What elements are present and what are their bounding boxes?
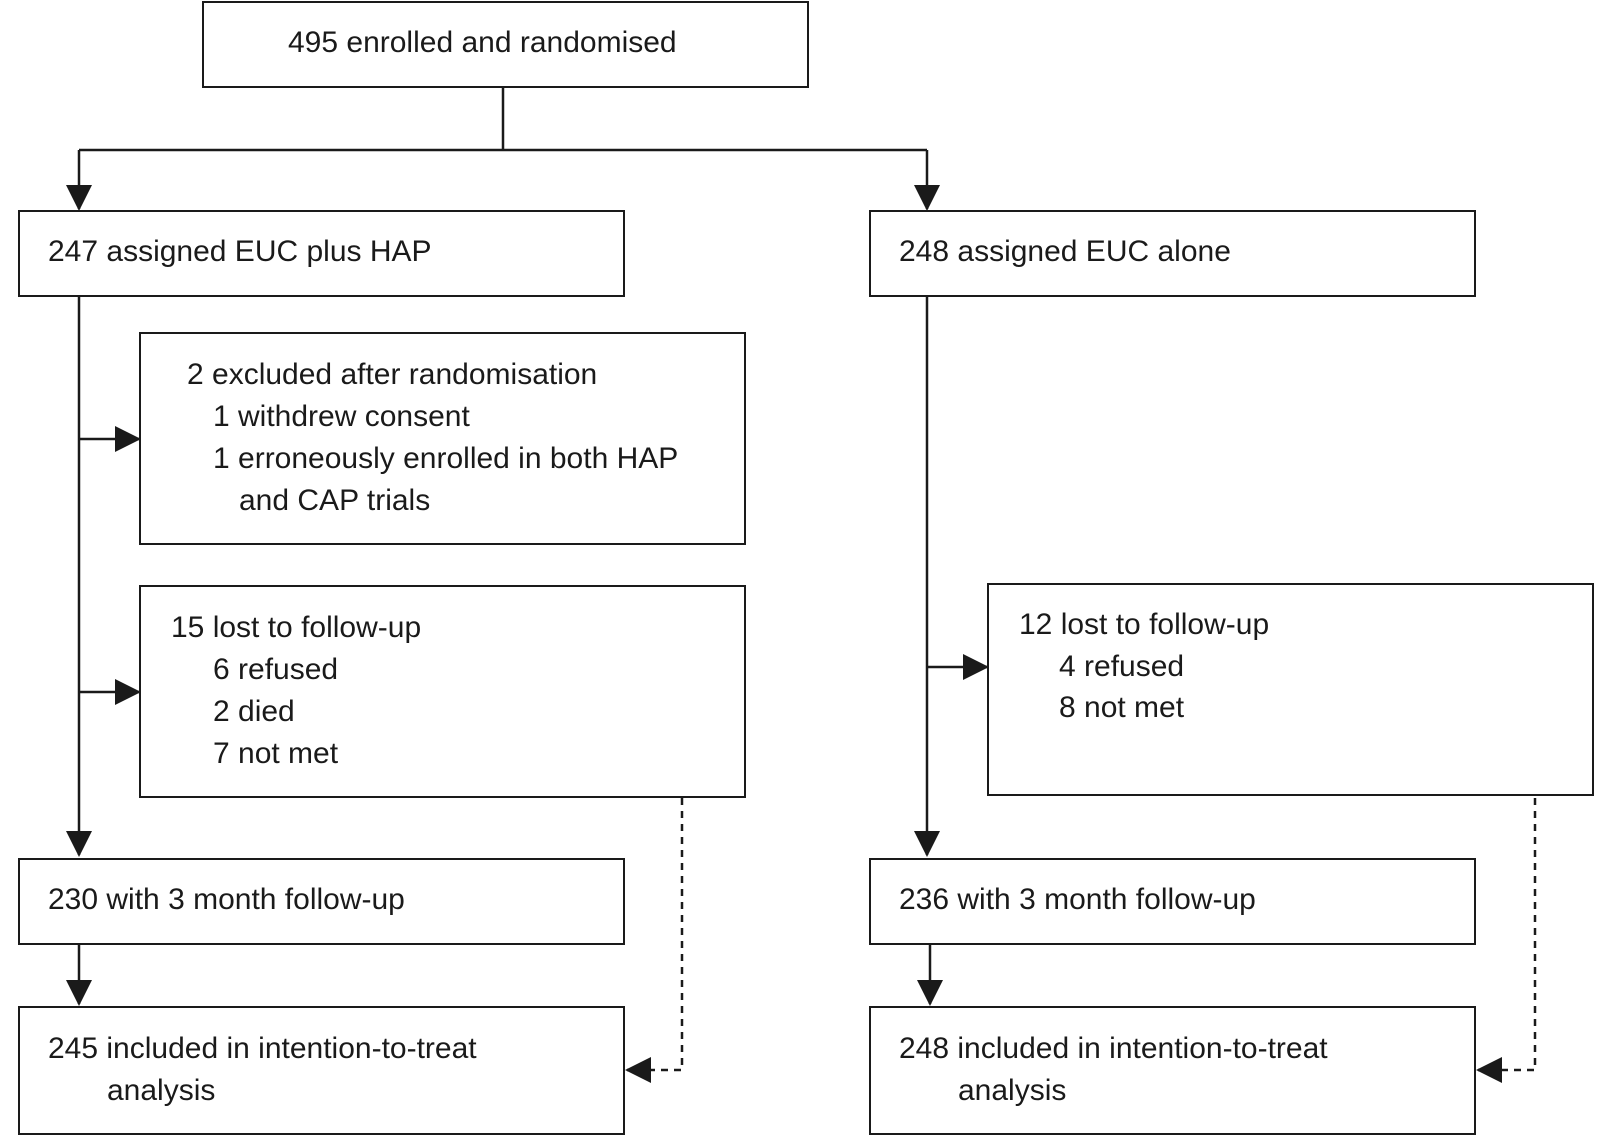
hap-lost-box: 15 lost to follow-up 6 refused 2 died 7 … (139, 585, 746, 798)
hap-lost-died: 2 died (213, 695, 295, 728)
euc-lost-box: 12 lost to follow-up 4 refused 8 not met (987, 583, 1594, 796)
enrolled-box: 495 enrolled and randomised (202, 1, 809, 88)
euc-itt-text: 248 included in intention-to-treat (899, 1032, 1328, 1065)
euc-assigned-box: 248 assigned EUC alone (869, 210, 1476, 297)
hap-followup-box: 230 with 3 month follow-up (18, 858, 625, 945)
dashed-arrow-euc-lost-to-itt (1476, 798, 1537, 1083)
hap-excluded-reason-2-cont: and CAP trials (239, 484, 431, 517)
hap-lost-title: 15 lost to follow-up (171, 611, 422, 644)
euc-followup-box: 236 with 3 month follow-up (869, 858, 1476, 945)
enrolled-text: 495 enrolled and randomised (288, 26, 677, 59)
hap-excluded-reason-2: 1 erroneously enrolled in both HAP (213, 442, 679, 475)
hap-lost-not-met: 7 not met (213, 737, 339, 770)
dashed-arrow-hap-lost-to-itt (625, 798, 684, 1083)
hap-excluded-reason-1: 1 withdrew consent (213, 400, 470, 433)
hap-excluded-box: 2 excluded after randomisation 1 withdre… (139, 332, 746, 545)
hap-assigned-box: 247 assigned EUC plus HAP (18, 210, 625, 297)
euc-lost-refused: 4 refused (1059, 650, 1185, 683)
euc-itt-box: 248 included in intention-to-treat analy… (869, 1006, 1476, 1135)
hap-assigned-text: 247 assigned EUC plus HAP (48, 235, 432, 268)
hap-excluded-title: 2 excluded after randomisation (187, 358, 598, 391)
euc-lost-title: 12 lost to follow-up (1019, 608, 1270, 641)
euc-lost-not-met: 8 not met (1059, 691, 1185, 724)
hap-itt-text-cont: analysis (107, 1074, 216, 1107)
euc-itt-text-cont: analysis (958, 1074, 1067, 1107)
hap-itt-text: 245 included in intention-to-treat (48, 1032, 477, 1065)
hap-followup-text: 230 with 3 month follow-up (48, 883, 405, 916)
hap-lost-refused: 6 refused (213, 653, 339, 686)
euc-followup-text: 236 with 3 month follow-up (899, 883, 1256, 916)
hap-itt-box: 245 included in intention-to-treat analy… (18, 1006, 625, 1135)
euc-assigned-text: 248 assigned EUC alone (899, 235, 1231, 268)
